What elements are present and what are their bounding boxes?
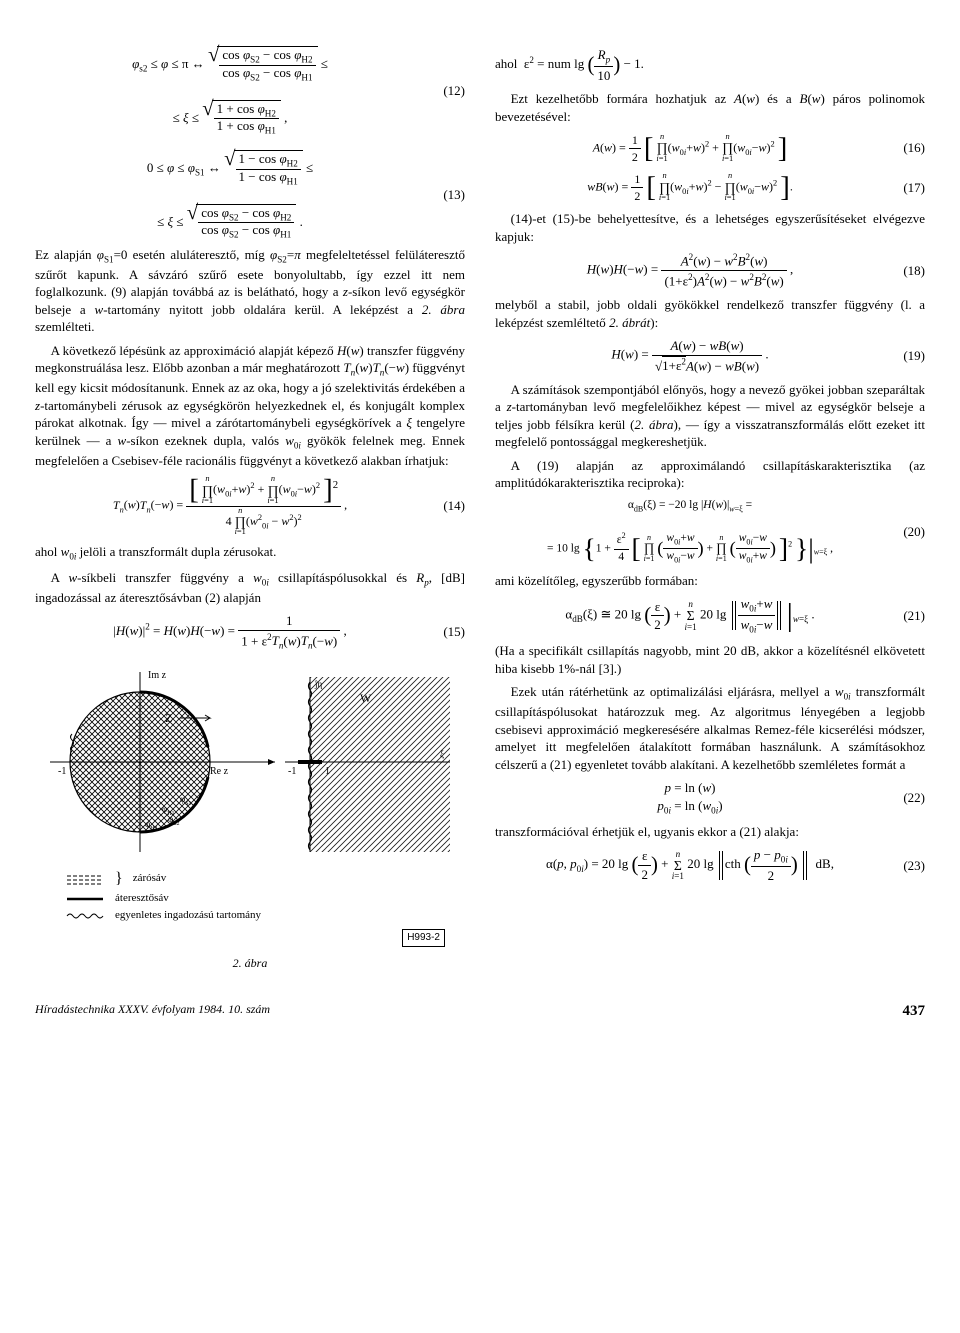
left-para-2: A következő lépésünk az approximáció ala… [35, 342, 465, 469]
legend-passband: áteresztősáv [65, 891, 325, 906]
legend-passband-label: áteresztősáv [115, 891, 169, 906]
equation-18: H(w)H(−w) = A2(w) − w2B2(w) (1+ε2)A2(w) … [495, 251, 925, 290]
eq20-number: (20) [885, 523, 925, 541]
right-para-2: (14)-et (15)-be behelyettesítve, és a le… [495, 210, 925, 245]
eq21-number: (21) [885, 607, 925, 625]
svg-text:ĵη: ĵη [314, 679, 323, 689]
legend-stopband-symbol [65, 873, 105, 885]
right-column: ahol ε2 = num lg (Rp10) − 1. Ezt kezelhe… [495, 40, 925, 981]
equation-20: αdB(ξ) = −20 lg |H(w)|w=ξ = = 10 lg {1 +… [495, 498, 925, 566]
eq15-number: (15) [425, 623, 465, 641]
page-footer: Híradástechnika XXXV. évfolyam 1984. 10.… [35, 1001, 925, 1021]
legend-equiripple-label: egyenletes ingadozású tartomány [115, 908, 261, 923]
eq19-math: H(w) = A(w) − wB(w) √1+ε2A(w) − wB(w) . [495, 337, 885, 374]
equation-22: p = ln (w) p0i = ln (w0i) (22) [495, 779, 925, 816]
eq20-math: αdB(ξ) = −20 lg |H(w)|w=ξ = = 10 lg {1 +… [495, 498, 885, 566]
figure-2: Im z Re z -1 φH1 φS1 φH2 φS2 Z [35, 662, 465, 971]
figure-2-svg: Im z Re z -1 φH1 φS1 φH2 φS2 Z [50, 662, 450, 862]
journal-citation: Híradástechnika XXXV. évfolyam 1984. 10.… [35, 1001, 270, 1021]
equation-15: |H(w)|2 = H(w)H(−w) = 1 1 + ε2Tn(w)Tn(−w… [35, 612, 465, 652]
eq18-number: (18) [885, 262, 925, 280]
legend-stopband-label: zárósáv [133, 871, 167, 886]
eq14-math: Tn(w)Tn(−w) = [ n∏i=1(w0i+w)2 + n∏i=1(w0… [35, 475, 425, 537]
eq16-number: (16) [885, 139, 925, 157]
eq19-number: (19) [885, 347, 925, 365]
equation-21: αdB(ξ) ≅ 20 lg (ε2) + nΣi=1 20 lg w0i+ww… [495, 595, 925, 636]
legend-equiripple: egyenletes ingadozású tartomány [65, 908, 325, 923]
eq17-math: wB(w) = 12 [ n∏i=1(w0i+w)2 − n∏i=1(w0i−w… [495, 171, 885, 204]
equation-12: φs2 ≤ φ ≤ π ↔ √ cos φS2 − cos φH2 cos φS… [35, 46, 465, 136]
right-para-6: ami közelítőleg, egyszerűbb formában: [495, 572, 925, 590]
svg-text:Z: Z [165, 711, 172, 725]
eq17-number: (17) [885, 179, 925, 197]
right-para-3: melyből a stabil, jobb oldali gyökökkel … [495, 296, 925, 331]
svg-text:W: W [360, 691, 372, 705]
page-columns: φs2 ≤ φ ≤ π ↔ √ cos φS2 − cos φH2 cos φS… [35, 40, 925, 981]
eq23-math: α(p, p0i) = 20 lg (ε2) + nΣi=1 20 lg cth… [495, 846, 885, 884]
right-para-9: transzformációval érhetjük el, ugyanis e… [495, 823, 925, 841]
eq14-number: (14) [425, 497, 465, 515]
svg-text:-1: -1 [58, 766, 66, 777]
eq22-math: p = ln (w) p0i = ln (w0i) [495, 779, 885, 816]
eq23-number: (23) [885, 857, 925, 875]
svg-text:-1: -1 [288, 766, 296, 777]
right-para-4: A számítások szempontjából előnyös, hogy… [495, 381, 925, 451]
left-para-4: A w-síkbeli transzfer függvény a w0i csi… [35, 569, 465, 606]
equation-16: A(w) = 12 [ n∏i=1(w0i+w)2 + n∏i=1(w0i−w)… [495, 132, 925, 165]
eq18-math: H(w)H(−w) = A2(w) − w2B2(w) (1+ε2)A2(w) … [495, 251, 885, 290]
equation-19: H(w) = A(w) − wB(w) √1+ε2A(w) − wB(w) . … [495, 337, 925, 374]
eq16-math: A(w) = 12 [ n∏i=1(w0i+w)2 + n∏i=1(w0i−w)… [495, 132, 885, 165]
equation-14: Tn(w)Tn(−w) = [ n∏i=1(w0i+w)2 + n∏i=1(w0… [35, 475, 465, 537]
eq12-math: φs2 ≤ φ ≤ π ↔ √ cos φS2 − cos φH2 cos φS… [35, 46, 425, 136]
eq13-math: 0 ≤ φ ≤ φS1 ↔ √ 1 − cos φH2 1 − cos φH1 … [35, 150, 425, 240]
equation-23: α(p, p0i) = 20 lg (ε2) + nΣi=1 20 lg cth… [495, 846, 925, 884]
svg-text:Re z: Re z [210, 766, 229, 777]
left-column: φs2 ≤ φ ≤ π ↔ √ cos φS2 − cos φH2 cos φS… [35, 40, 465, 981]
svg-text:ξ: ξ [440, 749, 444, 759]
equation-17: wB(w) = 12 [ n∏i=1(w0i+w)2 − n∏i=1(w0i−w… [495, 171, 925, 204]
eq13-number: (13) [425, 186, 465, 204]
left-para-3: ahol w0i jelöli a transzformált dupla zé… [35, 543, 465, 563]
legend-passband-symbol [65, 895, 105, 903]
eq22-number: (22) [885, 789, 925, 807]
ahol-epsilon-line: ahol ε2 = num lg (Rp10) − 1. [495, 46, 925, 84]
right-para-5: A (19) alapján az approximálandó csillap… [495, 457, 925, 492]
figure-2-caption: 2. ábra [35, 955, 465, 971]
left-para-1: Ez alapján φS1=0 esetén aluláteresztő, m… [35, 246, 465, 336]
svg-text:Im z: Im z [148, 670, 167, 681]
equation-13: 0 ≤ φ ≤ φS1 ↔ √ 1 − cos φH2 1 − cos φH1 … [35, 150, 465, 240]
eq21-math: αdB(ξ) ≅ 20 lg (ε2) + nΣi=1 20 lg w0i+ww… [495, 595, 885, 636]
eq15-math: |H(w)|2 = H(w)H(−w) = 1 1 + ε2Tn(w)Tn(−w… [35, 612, 425, 652]
eq12-number: (12) [425, 82, 465, 100]
right-para-8: Ezek után rátérhetünk az optimalizálási … [495, 683, 925, 773]
right-para-7: (Ha a specifikált csillapítás nagyobb, m… [495, 642, 925, 677]
page-number: 437 [903, 1001, 926, 1021]
right-para-1: Ezt kezelhetőbb formára hozhatjuk az A(w… [495, 90, 925, 125]
legend-equiripple-symbol [65, 911, 105, 921]
figure-2-legend: } zárósáv áteresztősáv egyenletes ingado… [65, 868, 325, 923]
figure-ref-box: H993-2 [402, 929, 445, 947]
legend-stopband: } zárósáv [65, 868, 325, 890]
